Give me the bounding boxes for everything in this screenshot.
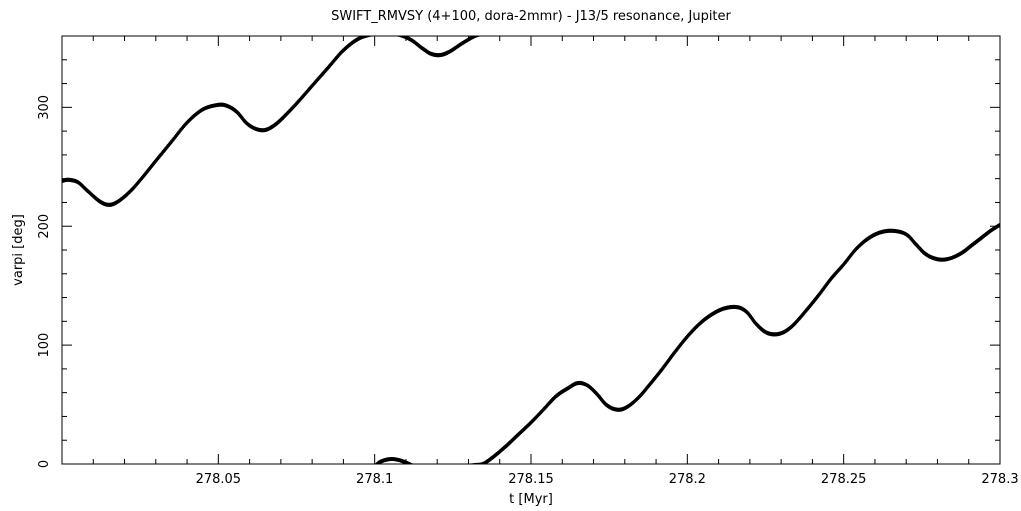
plot-frame	[61, 35, 1001, 465]
x-tick-label: 278.05	[196, 472, 242, 487]
x-tick-label: 278.2	[669, 472, 706, 487]
y-tick-label: 200	[37, 214, 52, 239]
y-tick-label: 100	[37, 333, 52, 358]
x-tick-label: 278.3	[981, 472, 1018, 487]
x-tick-label: 278.15	[508, 472, 554, 487]
x-tick-label: 278.1	[356, 472, 393, 487]
chart-title: SWIFT_RMVSY (4+100, dora-2mmr) - J13/5 r…	[331, 9, 731, 24]
y-tick-label: 300	[37, 95, 52, 120]
data-series-group	[62, 36, 1000, 464]
y-axis-label: varpi [deg]	[11, 214, 26, 286]
x-axis-label: t [Myr]	[509, 492, 553, 507]
axis-ticks	[62, 36, 1000, 464]
x-tick-label: 278.25	[821, 472, 867, 487]
data-series-1	[62, 36, 483, 207]
y-tick-label: 0	[37, 460, 52, 468]
data-series-2	[374, 223, 1000, 464]
axis-tick-labels: 278.05 278.1 278.15 278.2 278.25 278.3 0 100 200…	[37, 95, 1019, 487]
